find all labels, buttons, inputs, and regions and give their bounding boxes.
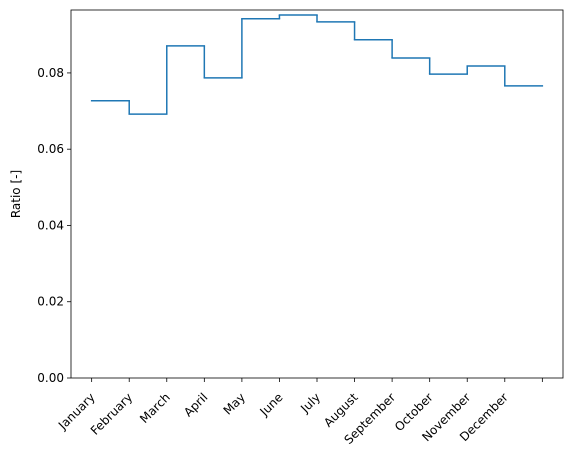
y-tick-label: 0.08 — [37, 66, 64, 80]
y-axis-label: Ratio [-] — [9, 170, 23, 218]
x-tick-label: May — [221, 390, 248, 417]
x-tick-label: April — [181, 390, 210, 419]
y-tick-label: 0.06 — [37, 142, 64, 156]
y-tick-label: 0.00 — [37, 371, 64, 385]
y-tick-label: 0.02 — [37, 295, 64, 309]
x-tick-label: March — [137, 390, 173, 426]
axes-frame — [70, 9, 564, 379]
y-tick-label: 0.04 — [37, 218, 64, 232]
x-tick-label: July — [297, 390, 323, 416]
x-tick-label: June — [256, 390, 285, 419]
